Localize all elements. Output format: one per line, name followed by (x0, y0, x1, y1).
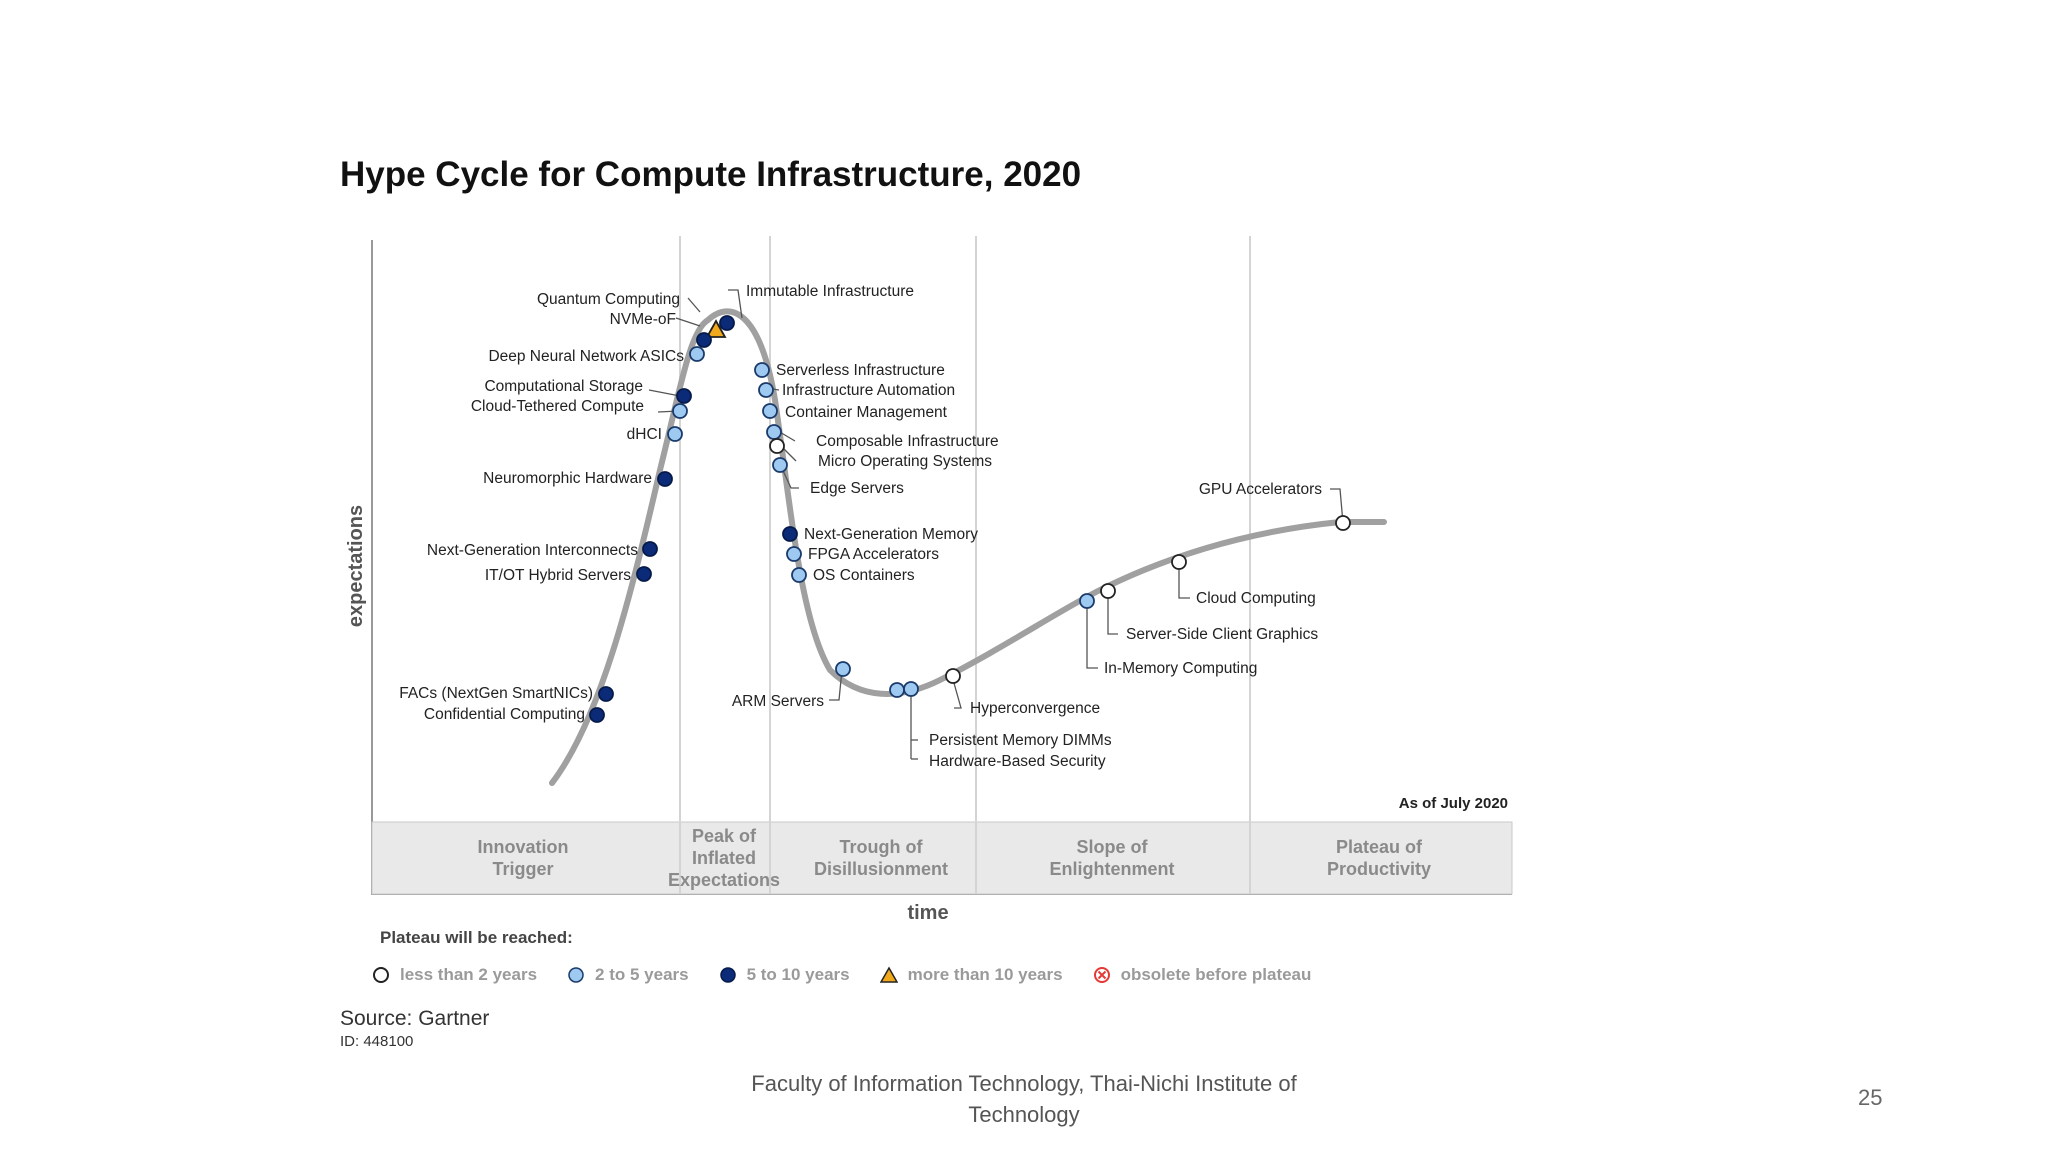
marker-it-ot-hybrid-servers (636, 566, 652, 582)
marker-hyperconvergence (945, 668, 961, 684)
marker-gpu-accelerators (1335, 515, 1351, 531)
phase-label: Trough of Disillusionment (814, 837, 948, 879)
item-label-composable-infrastructure: Composable Infrastructure (816, 433, 999, 450)
marker-cloud-computing (1171, 554, 1187, 570)
item-label-fpga-accelerators: FPGA Accelerators (808, 546, 939, 563)
item-label-immutable-infrastructure: Immutable Infrastructure (746, 283, 914, 300)
item-label-arm-servers: ARM Servers (732, 693, 824, 710)
item-label-dhci: dHCI (627, 426, 662, 443)
item-label-facs-smartnics: FACs (NextGen SmartNICs) (399, 685, 593, 702)
legend-label: 2 to 5 years (595, 965, 689, 984)
item-label-confidential-computing: Confidential Computing (424, 706, 585, 723)
white-circle-icon (373, 967, 389, 983)
marker-dhci (667, 426, 683, 442)
marker-confidential-computing (589, 707, 605, 723)
item-label-it-ot-hybrid-servers: IT/OT Hybrid Servers (485, 567, 631, 584)
marker-quantum-computing (705, 319, 727, 338)
x-axis-label: time (907, 902, 948, 924)
item-label-deep-neural-network-asics: Deep Neural Network ASICs (488, 348, 684, 365)
markers (589, 315, 1351, 723)
item-label-micro-operating-systems: Micro Operating Systems (818, 453, 992, 470)
marker-deep-neural-network-asics (689, 346, 705, 362)
item-label-in-memory-computing: In-Memory Computing (1104, 660, 1257, 677)
marker-os-containers (791, 567, 807, 583)
legend: less than 2 years 2 to 5 years 5 to 10 y… (372, 965, 1341, 985)
item-label-next-generation-memory: Next-Generation Memory (804, 526, 978, 543)
legend-item: less than 2 years (372, 965, 537, 985)
item-label-gpu-accelerators: GPU Accelerators (1199, 481, 1322, 498)
phase-band (371, 821, 1513, 895)
hype-curve (549, 308, 1387, 786)
marker-server-side-client-graphics (1100, 583, 1116, 599)
marker-hardware-based-security (903, 681, 919, 697)
item-label-os-containers: OS Containers (813, 567, 915, 584)
marker-micro-operating-systems (769, 438, 785, 454)
marker-nvme-of (696, 332, 712, 348)
item-label-hyperconvergence: Hyperconvergence (970, 700, 1100, 717)
y-axis-label: expectations (345, 505, 367, 627)
item-label-persistent-memory-dimms: Persistent Memory DIMMs (929, 732, 1112, 749)
item-label-server-side-client-graphics: Server-Side Client Graphics (1126, 626, 1318, 643)
leader-lines (648, 289, 1344, 760)
page-number: 25 (1858, 1085, 1883, 1110)
legend-title: Plateau will be reached: (380, 928, 573, 947)
item-label-cloud-computing: Cloud Computing (1196, 590, 1316, 607)
red-x-circle-icon (1093, 967, 1110, 983)
marker-persistent-memory-dimms (889, 682, 905, 698)
legend-label: less than 2 years (400, 965, 538, 984)
source: Source: Gartner (340, 1007, 490, 1030)
source-id: ID: 448100 (340, 1033, 414, 1050)
item-label-next-generation-interconnects: Next-Generation Interconnects (427, 542, 638, 559)
legend-item: obsolete before plateau (1093, 965, 1312, 985)
legend-label: more than 10 years (907, 965, 1063, 984)
legend-item: 2 to 5 years (567, 965, 689, 985)
marker-serverless-infrastructure (754, 362, 770, 378)
item-label-container-management: Container Management (785, 404, 948, 421)
marker-cloud-tethered-compute (672, 403, 688, 419)
marker-infrastructure-automation (758, 382, 774, 398)
item-label-edge-servers: Edge Servers (810, 480, 904, 497)
item-label-cloud-tethered-compute: Cloud-Tethered Compute (471, 398, 644, 415)
marker-composable-infrastructure (766, 424, 782, 440)
marker-edge-servers (772, 457, 788, 473)
marker-arm-servers (835, 661, 851, 677)
as-of-label: As of July 2020 (1399, 795, 1508, 812)
phase-label: Plateau of Productivity (1327, 837, 1431, 879)
legend-label: 5 to 10 years (746, 965, 850, 984)
legend-item: more than 10 years (879, 965, 1063, 985)
footer: Faculty of Information Technology, Thai-… (751, 1071, 1297, 1127)
orange-triangle-icon (879, 966, 898, 983)
marker-neuromorphic-hardware (657, 471, 673, 487)
light-blue-circle-icon (568, 967, 584, 983)
item-label-nvme-of: NVMe-oF (610, 311, 676, 328)
marker-container-management (762, 403, 778, 419)
phase-label: Peak of Inflated Expectations (668, 826, 780, 890)
item-label-hardware-based-security: Hardware-Based Security (929, 753, 1106, 770)
marker-next-generation-interconnects (642, 541, 658, 557)
marker-computational-storage (676, 388, 692, 404)
item-label-computational-storage: Computational Storage (484, 378, 643, 395)
legend-label: obsolete before plateau (1120, 965, 1312, 984)
marker-immutable-infrastructure (719, 315, 735, 331)
marker-next-generation-memory (782, 526, 798, 542)
item-label-infrastructure-automation: Infrastructure Automation (782, 382, 955, 399)
marker-in-memory-computing (1079, 593, 1095, 609)
item-label-neuromorphic-hardware: Neuromorphic Hardware (483, 470, 652, 487)
navy-circle-icon (719, 967, 736, 983)
marker-facs-nextgen-smartnics (598, 686, 614, 702)
phase-label: Slope of Enlightenment (1050, 837, 1175, 879)
item-label-quantum-computing: Quantum Computing (537, 291, 680, 308)
legend-item: 5 to 10 years (719, 965, 850, 985)
chart-title: Hype Cycle for Compute Infrastructure, 2… (340, 155, 1082, 194)
phase-label: Innovation Trigger (478, 837, 569, 879)
item-label-serverless-infrastructure: Serverless Infrastructure (776, 362, 945, 379)
marker-fpga-accelerators (786, 546, 802, 562)
